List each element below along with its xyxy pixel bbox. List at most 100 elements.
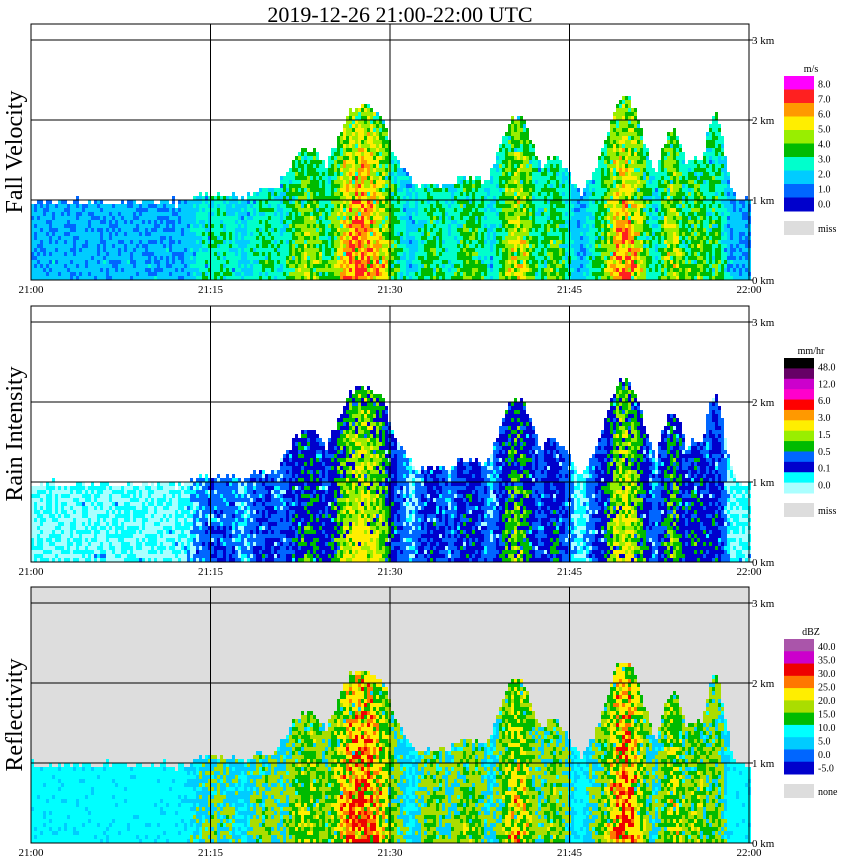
x-tick-label: 22:00 [736, 566, 762, 578]
x-tick-label: 21:15 [198, 847, 224, 859]
legend-unit: mm/hr [798, 346, 825, 357]
legend-unit: m/s [804, 64, 819, 75]
y-tick-label: 3 km [752, 598, 775, 610]
y-tick-label: 2 km [752, 397, 775, 409]
legend-label: 0.5 [818, 447, 831, 458]
legend-label: 4.0 [818, 140, 831, 151]
legend-label: 5.0 [818, 736, 831, 747]
grid [31, 24, 749, 280]
legend-label: 10.0 [818, 723, 836, 734]
legend-swatch [784, 399, 814, 411]
legend-label: 40.0 [818, 642, 836, 653]
x-tick-label: 21:30 [377, 566, 403, 578]
x-tick-label: 21:00 [18, 847, 44, 859]
legend-swatch [784, 197, 814, 212]
legend-rain: mm/hr 48.0 12.0 6.0 3.0 1.5 0.5 0.1 0.0 miss [784, 346, 836, 517]
legend-missing-swatch [784, 221, 814, 235]
legend-label: 6.0 [818, 396, 831, 407]
y-tick-label: 0 km [752, 838, 775, 850]
legend-swatch [784, 639, 814, 652]
y-tick-label: 0 km [752, 557, 775, 569]
legend-swatch [784, 663, 814, 677]
legend-swatch [784, 358, 814, 369]
panel-rain: 0 km 1 km 2 km 3 km 21:00 21:15 21:30 21:45 22:0… [2, 305, 836, 578]
legend-label: 6.0 [818, 110, 831, 121]
x-tick-label: 21:00 [18, 566, 44, 578]
legend-missing-swatch [784, 784, 814, 798]
legend-swatch [784, 451, 814, 463]
legend-label: 2.0 [818, 170, 831, 181]
y-axis-label: Rain Intensity [2, 366, 28, 501]
plot-frame [30, 586, 750, 844]
legend-swatch [784, 409, 814, 421]
legend-swatch [784, 368, 814, 380]
y-tick-label: 1 km [752, 195, 775, 207]
legend-swatch [784, 157, 814, 171]
y-tick-label: 1 km [752, 758, 775, 770]
chart-title: 2019-12-26 21:00-22:00 UTC [267, 2, 532, 27]
x-tick-label: 22:00 [736, 847, 762, 859]
panel-refl: 0 km 1 km 2 km 3 km 21:00 21:15 21:30 21:45 22:0… [2, 586, 838, 859]
y-tick-label: 3 km [752, 35, 775, 47]
y-tick-label: 2 km [752, 678, 775, 690]
panel-fall: 0 km 1 km 2 km 3 km 21:00 21:15 21:30 21:45 22:0… [2, 23, 836, 296]
data-field [31, 96, 751, 280]
legend-label: 1.5 [818, 430, 831, 441]
y-tick-label: 1 km [752, 477, 775, 489]
legend-label: 30.0 [818, 669, 836, 680]
legend-label: 20.0 [818, 696, 836, 707]
legend-swatch [784, 712, 814, 726]
legend-refl: dBZ 40.0 35.0 30.0 25.0 20.0 15.0 10.0 5.0 0.0 -5.… [784, 627, 838, 798]
legend-label: -5.0 [818, 763, 834, 774]
data-field [31, 663, 751, 843]
legend-swatch [784, 761, 814, 775]
legend-swatch [784, 430, 814, 442]
x-tick-label: 21:45 [557, 566, 583, 578]
x-tick-label: 22:00 [736, 284, 762, 296]
legend-swatch [784, 116, 814, 131]
legend-swatch [784, 130, 814, 144]
legend-swatch [784, 688, 814, 701]
legend-swatch [784, 184, 814, 198]
legend-swatch [784, 378, 814, 390]
legend-swatch [784, 143, 814, 158]
x-tick-label: 21:00 [18, 284, 44, 296]
legend-label: 35.0 [818, 655, 836, 666]
legend-unit: dBZ [802, 627, 820, 638]
legend-swatch [784, 700, 814, 714]
legend-label: 3.0 [818, 155, 831, 166]
x-tick-label: 21:45 [557, 284, 583, 296]
legend-swatch [784, 749, 814, 763]
plot-frame [30, 305, 750, 563]
legend-label: 0.0 [818, 200, 831, 211]
x-tick-label: 21:15 [198, 284, 224, 296]
legend-swatch [784, 76, 814, 90]
legend-label: 3.0 [818, 413, 831, 424]
x-tick-label: 21:30 [377, 284, 403, 296]
y-tick-label: 0 km [752, 275, 775, 287]
legend-swatch [784, 482, 814, 494]
legend-swatch [784, 737, 814, 750]
x-tick-label: 21:45 [557, 847, 583, 859]
legend-missing-label: miss [818, 224, 836, 235]
legend-label: 5.0 [818, 125, 831, 136]
y-axis-label: Fall Velocity [2, 91, 28, 214]
legend-swatch [784, 651, 814, 665]
legend-missing-swatch [784, 503, 814, 517]
legend-swatch [784, 170, 814, 185]
legend-label: 15.0 [818, 709, 836, 720]
x-tick-label: 21:30 [377, 847, 403, 859]
legend-swatch [784, 675, 814, 689]
legend-label: 0.0 [818, 750, 831, 761]
legend-label: 0.0 [818, 481, 831, 492]
legend-swatch [784, 89, 814, 104]
legend-swatch [784, 472, 814, 484]
legend-swatch [784, 420, 814, 432]
y-axis-label: Reflectivity [2, 658, 28, 771]
legend-swatch [784, 389, 814, 401]
legend-swatch [784, 724, 814, 738]
legend-missing-label: miss [818, 506, 836, 517]
legend-swatch [784, 103, 814, 117]
legend-label: 8.0 [818, 80, 831, 91]
